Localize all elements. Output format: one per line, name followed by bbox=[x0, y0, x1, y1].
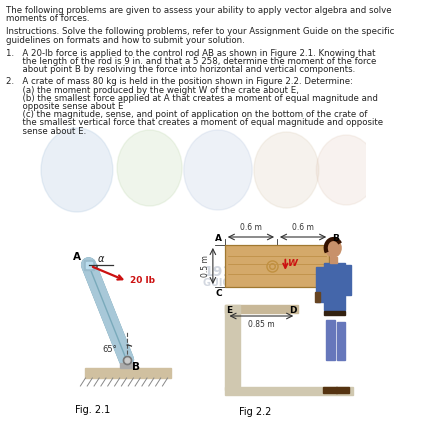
Text: 1.   A 20-lb force is applied to the control rod AB as shown in Figure 2.1. Know: 1. A 20-lb force is applied to the contr… bbox=[6, 49, 375, 58]
Bar bbox=[315, 292, 320, 302]
Text: sense about E.: sense about E. bbox=[6, 127, 86, 136]
Text: W: W bbox=[287, 259, 297, 268]
Bar bbox=[337, 322, 345, 360]
Text: 20 lb: 20 lb bbox=[130, 276, 155, 285]
Circle shape bbox=[326, 239, 341, 257]
Bar bbox=[336, 387, 349, 393]
Text: (a) the moment produced by the weight W of the crate about E,: (a) the moment produced by the weight W … bbox=[6, 85, 299, 95]
Text: opposite sense about E: opposite sense about E bbox=[6, 102, 124, 111]
Text: B: B bbox=[332, 234, 339, 243]
Bar bbox=[344, 265, 351, 295]
Text: 0.85 m: 0.85 m bbox=[248, 320, 275, 329]
Text: $\alpha$: $\alpha$ bbox=[97, 254, 105, 264]
Text: 2.   A crate of mass 80 kg is held in the position shown in Figure 2.2. Determin: 2. A crate of mass 80 kg is held in the … bbox=[6, 77, 353, 86]
Text: A: A bbox=[215, 234, 222, 243]
Bar bbox=[120, 363, 134, 368]
Bar bbox=[225, 387, 353, 395]
Text: 0.6 m: 0.6 m bbox=[292, 223, 314, 232]
Circle shape bbox=[254, 132, 319, 208]
Text: (b) the smallest force applied at A that creates a moment of equal magnitude and: (b) the smallest force applied at A that… bbox=[6, 94, 378, 103]
Bar bbox=[316, 267, 325, 302]
Bar bbox=[225, 305, 240, 390]
Text: about point B by resolving the force into horizontal and vertical components.: about point B by resolving the force int… bbox=[6, 65, 355, 74]
Text: moments of forces.: moments of forces. bbox=[6, 14, 89, 23]
Circle shape bbox=[117, 130, 182, 206]
Text: Instructions. Solve the following problems, refer to your Assignment Guide on th: Instructions. Solve the following proble… bbox=[6, 27, 394, 36]
Text: the length of the rod is 9 in. and that a 5 258, determine the moment of the for: the length of the rod is 9 in. and that … bbox=[6, 57, 376, 66]
Bar bbox=[225, 305, 298, 313]
Circle shape bbox=[184, 130, 252, 210]
Text: GUIO TG: GUIO TG bbox=[203, 278, 249, 288]
Text: (c) the magnitude, sense, and point of application on the bottom of the crate of: (c) the magnitude, sense, and point of a… bbox=[6, 110, 367, 119]
Bar bbox=[326, 320, 335, 360]
Text: Fig. 2.1: Fig. 2.1 bbox=[75, 405, 110, 415]
Text: guidelines on formats and how to submit your solution.: guidelines on formats and how to submit … bbox=[6, 36, 245, 45]
Text: 65°: 65° bbox=[103, 345, 117, 354]
Text: 0.6 m: 0.6 m bbox=[240, 223, 262, 232]
Circle shape bbox=[316, 135, 376, 205]
Text: D: D bbox=[288, 306, 296, 315]
Bar bbox=[86, 368, 171, 378]
Bar bbox=[324, 263, 345, 310]
Bar bbox=[225, 245, 329, 287]
Text: the smallest vertical force that creates a moment of equal magnitude and opposit: the smallest vertical force that creates… bbox=[6, 118, 383, 128]
Text: 0.5 m: 0.5 m bbox=[201, 255, 210, 277]
Text: B: B bbox=[132, 362, 140, 372]
Text: Fig 2.2: Fig 2.2 bbox=[239, 407, 272, 417]
Text: The following problems are given to assess your ability to apply vector algebra : The following problems are given to asse… bbox=[6, 6, 392, 15]
Bar bbox=[323, 387, 337, 393]
Circle shape bbox=[41, 128, 113, 212]
Text: E: E bbox=[226, 306, 233, 315]
Text: A: A bbox=[73, 252, 81, 262]
Bar bbox=[330, 257, 337, 263]
Bar bbox=[324, 311, 345, 315]
Text: 191: 191 bbox=[203, 265, 232, 279]
Text: C: C bbox=[216, 289, 222, 298]
